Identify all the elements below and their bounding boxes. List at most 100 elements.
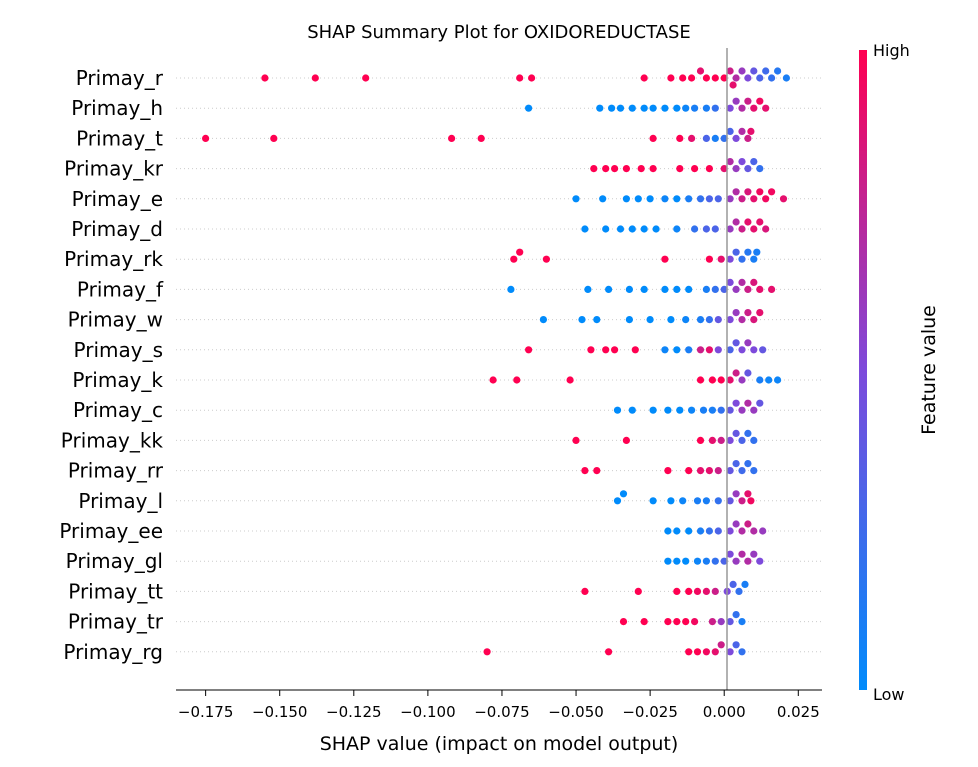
data-point bbox=[732, 165, 740, 173]
data-point bbox=[750, 195, 758, 203]
data-point bbox=[738, 436, 746, 444]
data-point bbox=[622, 165, 631, 173]
data-point bbox=[362, 74, 370, 82]
data-point bbox=[637, 165, 645, 173]
data-point bbox=[599, 195, 607, 203]
data-point bbox=[516, 74, 524, 82]
data-point bbox=[738, 278, 746, 286]
data-point bbox=[726, 158, 734, 166]
data-point bbox=[750, 346, 758, 354]
data-point bbox=[581, 587, 589, 596]
data-point bbox=[705, 165, 714, 173]
data-point bbox=[747, 127, 755, 135]
data-point bbox=[664, 467, 672, 475]
data-point bbox=[750, 550, 758, 558]
data-point bbox=[685, 648, 693, 656]
data-point bbox=[611, 165, 619, 173]
x-tick-label: −0.075 bbox=[474, 703, 530, 721]
feature-label: Primay_rk bbox=[64, 247, 163, 271]
data-point bbox=[744, 248, 752, 256]
chart-title: SHAP Summary Plot for OXIDOREDUCTASE bbox=[307, 22, 691, 43]
data-point bbox=[732, 369, 740, 377]
data-point bbox=[744, 285, 752, 293]
data-point bbox=[717, 618, 725, 626]
data-point bbox=[756, 399, 764, 407]
data-point bbox=[717, 376, 725, 384]
data-point bbox=[619, 490, 628, 498]
data-point bbox=[628, 406, 636, 414]
data-point bbox=[696, 376, 705, 384]
data-point bbox=[613, 497, 622, 505]
data-point bbox=[732, 460, 740, 468]
data-point bbox=[578, 316, 586, 324]
data-point bbox=[750, 104, 758, 112]
data-point bbox=[726, 550, 734, 558]
data-point bbox=[696, 195, 705, 203]
data-point bbox=[759, 527, 767, 535]
data-point bbox=[738, 618, 746, 626]
data-point bbox=[489, 376, 497, 384]
data-point bbox=[708, 376, 717, 384]
data-point bbox=[693, 587, 702, 596]
data-point bbox=[581, 225, 589, 233]
data-point bbox=[622, 195, 631, 203]
data-point bbox=[202, 134, 210, 142]
data-point bbox=[708, 436, 717, 444]
data-point bbox=[682, 316, 690, 324]
feature-label: Primay_t bbox=[76, 126, 163, 150]
data-point bbox=[661, 255, 669, 263]
data-point bbox=[738, 346, 746, 354]
data-point bbox=[622, 436, 631, 444]
data-point bbox=[747, 497, 755, 505]
data-point bbox=[566, 376, 574, 384]
data-point bbox=[705, 255, 714, 263]
data-point bbox=[602, 165, 610, 173]
data-point bbox=[691, 165, 699, 173]
data-point bbox=[685, 467, 693, 475]
data-point bbox=[605, 285, 613, 293]
x-axis-label: SHAP value (impact on model output) bbox=[320, 733, 679, 755]
colorbar bbox=[859, 50, 867, 690]
data-point bbox=[732, 74, 740, 82]
data-point bbox=[602, 346, 610, 354]
data-point bbox=[673, 225, 681, 233]
feature-label: Primay_kk bbox=[61, 428, 164, 452]
feature-label: Primay_kr bbox=[64, 157, 164, 181]
data-point bbox=[714, 316, 722, 324]
data-point bbox=[732, 339, 740, 347]
data-point bbox=[667, 74, 675, 82]
data-point bbox=[587, 346, 595, 354]
data-point bbox=[507, 285, 515, 293]
data-point bbox=[726, 497, 734, 505]
data-point bbox=[625, 316, 634, 324]
data-point bbox=[596, 104, 604, 112]
data-point bbox=[676, 165, 684, 173]
data-point bbox=[705, 346, 714, 354]
data-point bbox=[750, 527, 758, 535]
data-point bbox=[768, 188, 776, 196]
data-point bbox=[729, 81, 737, 89]
data-point bbox=[602, 225, 610, 233]
data-point bbox=[750, 225, 758, 233]
data-point bbox=[732, 611, 740, 619]
data-point bbox=[711, 285, 719, 293]
data-point bbox=[673, 587, 681, 596]
data-point bbox=[646, 316, 654, 324]
feature-label: Primay_rr bbox=[68, 459, 164, 483]
data-point bbox=[261, 74, 269, 82]
data-point bbox=[616, 104, 625, 112]
data-point bbox=[744, 369, 752, 377]
data-point bbox=[756, 74, 764, 82]
data-point bbox=[661, 285, 669, 293]
data-point bbox=[714, 346, 722, 354]
data-point bbox=[726, 406, 734, 414]
data-point bbox=[726, 195, 734, 203]
data-point bbox=[448, 134, 456, 142]
data-point bbox=[756, 165, 764, 173]
data-point bbox=[738, 225, 746, 233]
data-point bbox=[702, 648, 711, 656]
data-point bbox=[634, 587, 642, 596]
data-point bbox=[720, 557, 728, 565]
data-point bbox=[696, 67, 705, 75]
